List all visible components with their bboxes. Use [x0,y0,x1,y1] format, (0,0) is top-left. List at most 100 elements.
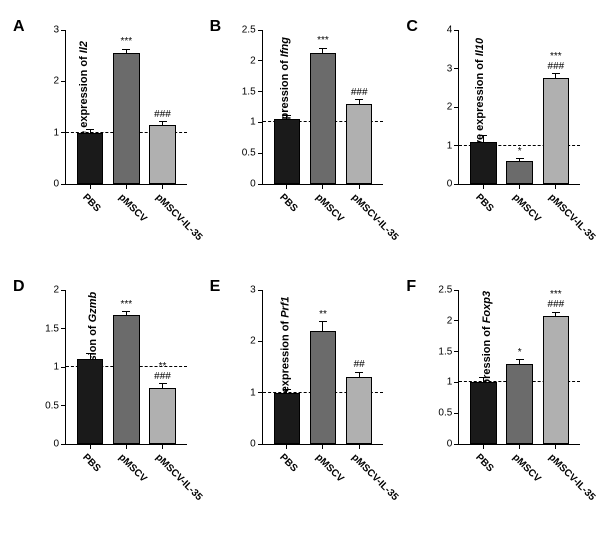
error-bar [483,377,484,382]
bar-pMSCV-IL-35 [346,104,373,184]
bar-PBS [274,119,301,184]
significance-marker: ### [548,61,565,72]
error-bar [286,115,287,119]
bar-pMSCV-IL-35 [543,78,570,184]
plot-area: 0123Relative expression of Il2PBS***pMSC… [65,30,187,185]
error-cap [479,135,487,136]
significance-marker: *** [317,35,329,46]
bar-pMSCV [113,53,140,184]
panel-F: F00.511.522.5Relative expression of Foxp… [398,270,595,530]
significance-marker: *** [550,289,562,300]
significance-marker: *** [550,51,562,62]
x-category-label: pMSCV [510,192,543,225]
ytick-label: 3 [447,63,460,74]
ytick-label: 1.5 [438,346,459,357]
significance-marker: *** [120,36,132,47]
xtick [555,184,556,189]
plot-area: 00.511.52Relative expression of GzmbPBS*… [65,290,187,445]
ytick-label: 2.5 [242,25,263,36]
x-category-label: PBS [277,192,299,214]
bar-pMSCV [113,315,140,444]
x-category-label: PBS [80,452,102,474]
ytick-label: 2.5 [438,285,459,296]
bar-pMSCV-IL-35 [346,377,373,444]
error-bar [519,360,520,364]
plot-area: 0123Relative expression of Prf1PBS**pMSC… [262,290,384,445]
error-cap [159,383,167,384]
xtick [555,444,556,449]
ytick-label: 2 [53,285,66,296]
significance-marker: ### [154,109,171,120]
xtick [322,184,323,189]
error-bar [90,353,91,359]
panel-D: D 00.511.52Relative expression of GzmbPBS… [5,270,202,530]
error-bar [359,372,360,377]
ytick-label: 1 [250,387,263,398]
error-bar [359,100,360,104]
error-cap [122,311,130,312]
ytick-label: 0.5 [45,400,66,411]
ytick-label: 2 [250,336,263,347]
significance-marker: * [518,146,522,157]
error-bar [162,384,163,388]
error-bar [286,389,287,393]
panel-label: D [13,278,25,296]
x-category-label: PBS [474,192,496,214]
ytick-label: 1 [53,362,66,373]
ytick-label: 0.5 [242,148,263,159]
ytick-label: 0 [447,439,460,450]
error-cap [552,312,560,313]
x-category-label: pMSCV [510,452,543,485]
xtick [90,444,91,449]
x-category-label: pMSCV [313,192,346,225]
error-cap [552,73,560,74]
error-cap [283,115,291,116]
xtick [322,444,323,449]
panel-E: E 0123Relative expression of Prf1PBS**pMS… [202,270,399,530]
significance-marker: ### [548,299,565,310]
x-category-label: PBS [80,192,102,214]
significance-marker: *** [120,299,132,310]
xtick [126,444,127,449]
bar-pMSCV [506,364,533,444]
error-cap [319,48,327,49]
chart-F: 00.511.522.5Relative expression of Foxp3… [458,290,580,445]
panel-label: B [210,18,222,36]
x-category-label: pMSCV-IL-35 [546,192,597,243]
x-category-label: pMSCV-IL-35 [153,192,204,243]
panel-A: A0123Relative expression of Il2PBS***pMS… [5,10,202,270]
ytick-label: 0 [53,439,66,450]
xtick [483,184,484,189]
bar-PBS [77,359,104,444]
panel-label: C [406,18,418,36]
x-category-label: pMSCV-IL-35 [349,192,400,243]
chart-E: 0123Relative expression of Prf1PBS**pMSC… [262,290,384,445]
x-category-label: pMSCV [313,452,346,485]
x-category-label: pMSCV-IL-35 [153,452,204,503]
error-cap [516,359,524,360]
x-category-label: PBS [474,452,496,474]
error-bar [555,312,556,316]
chart-A: 0123Relative expression of Il2PBS***pMSC… [65,30,187,185]
xtick [162,184,163,189]
ytick-label: 3 [250,285,263,296]
significance-marker: ### [351,87,368,98]
error-cap [355,99,363,100]
ytick-label: 1.5 [45,323,66,334]
xtick [519,444,520,449]
error-bar [126,312,127,316]
xtick [162,444,163,449]
error-cap [86,129,94,130]
ytick-label: 0.5 [438,408,459,419]
bar-pMSCV-IL-35 [149,125,176,184]
error-cap [355,372,363,373]
error-bar [322,322,323,331]
significance-marker: ** [319,309,327,320]
ytick-label: 0 [250,439,263,450]
x-category-label: PBS [277,452,299,474]
bar-PBS [470,382,497,444]
panel-label: E [210,278,221,296]
ytick-label: 2 [250,55,263,66]
chart-C: 01234Relative expression of Il10PBS*pMSC… [458,30,580,185]
chart-grid: A0123Relative expression of Il2PBS***pMS… [0,0,600,540]
